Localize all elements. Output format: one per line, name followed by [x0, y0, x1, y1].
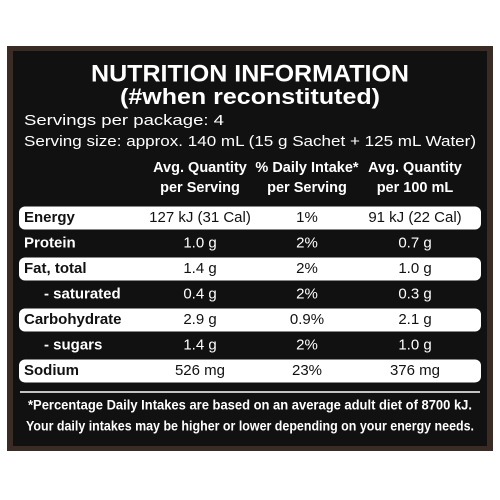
cell-value: 1%	[296, 209, 318, 226]
footnote: *Percentage Daily Intakes are based on a…	[28, 398, 472, 413]
column-header: % Daily Intake*	[255, 160, 359, 176]
column-header: per Serving	[267, 180, 347, 196]
row-label: - saturated	[44, 285, 121, 302]
row-label: Protein	[24, 234, 76, 251]
title: NUTRITION INFORMATION	[91, 60, 409, 87]
serving-info: Servings per package: 4	[24, 112, 224, 129]
row-label: - sugars	[44, 336, 102, 353]
cell-value: 1.4 g	[183, 336, 216, 353]
cell-value: 2.9 g	[183, 311, 216, 328]
cell-value: 1.0 g	[398, 260, 431, 277]
cell-value: 2.1 g	[398, 311, 431, 328]
row-label: Carbohydrate	[24, 311, 122, 328]
row-label: Energy	[24, 209, 76, 226]
cell-value: 0.7 g	[398, 234, 431, 251]
row-highlight	[19, 359, 481, 383]
row-highlight	[19, 308, 481, 332]
footnote: Your daily intakes may be higher or lowe…	[26, 419, 474, 434]
cell-value: 526 mg	[175, 362, 225, 379]
column-header: Avg. Quantity	[368, 160, 462, 176]
cell-value: 2%	[296, 336, 318, 353]
cell-value: 0.4 g	[183, 285, 216, 302]
column-header: per Serving	[160, 180, 240, 196]
column-header: per 100 mL	[377, 180, 454, 196]
cell-value: 1.0 g	[183, 234, 216, 251]
cell-value: 0.3 g	[398, 285, 431, 302]
row-label: Fat, total	[24, 260, 87, 277]
row-highlight	[19, 257, 481, 281]
row-label: Sodium	[24, 362, 79, 379]
cell-value: 91 kJ (22 Cal)	[368, 209, 461, 226]
cell-value: 127 kJ (31 Cal)	[149, 209, 251, 226]
cell-value: 376 mg	[390, 362, 440, 379]
cell-value: 0.9%	[290, 311, 324, 328]
cell-value: 2%	[296, 260, 318, 277]
cell-value: 1.0 g	[398, 336, 431, 353]
cell-value: 2%	[296, 234, 318, 251]
cell-value: 23%	[292, 362, 322, 379]
subtitle: (#when reconstituted)	[120, 84, 380, 109]
row-highlight	[19, 206, 481, 230]
cell-value: 1.4 g	[183, 260, 216, 277]
serving-info: Serving size: approx. 140 mL (15 g Sache…	[24, 133, 476, 150]
cell-value: 2%	[296, 285, 318, 302]
column-header: Avg. Quantity	[153, 160, 247, 176]
